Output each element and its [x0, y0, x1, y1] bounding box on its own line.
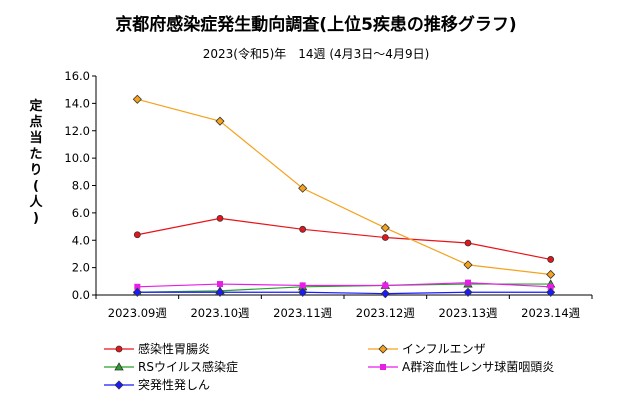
- legend-marker: [114, 380, 124, 390]
- series-group: [132, 94, 556, 299]
- data-point: [382, 282, 389, 289]
- series-line: [137, 98, 551, 276]
- data-point: [133, 231, 141, 239]
- data-point: [132, 287, 142, 297]
- legend-label: インフルエンザ: [402, 342, 486, 356]
- legend-marker: [115, 345, 123, 353]
- y-tick-label: 2.0: [72, 261, 90, 275]
- series-5: [132, 287, 556, 299]
- x-tick-label: 2023.12週: [356, 306, 416, 320]
- data-point: [380, 289, 390, 299]
- data-point: [299, 225, 307, 233]
- legend: 感染性胃腸炎 インフルエンザ RSウイルス感染症 A群溶血性レンサ球菌咽頭炎突発性発し…: [104, 341, 554, 392]
- data-point: [217, 281, 223, 288]
- data-point: [215, 287, 225, 297]
- data-point: [463, 260, 473, 270]
- legend-label: RSウイルス感染症: [138, 359, 238, 374]
- data-point: [463, 287, 473, 297]
- x-tick-label: 2023.14週: [521, 306, 581, 320]
- legend-label: 突発性発しん: [138, 377, 210, 392]
- series-line: [137, 283, 551, 293]
- legend-item: RSウイルス感染症: [104, 359, 238, 374]
- data-point: [299, 282, 306, 289]
- y-tick-label: 14.0: [64, 96, 90, 110]
- data-point: [132, 94, 142, 104]
- legend-item: 感染性胃腸炎: [104, 341, 210, 356]
- x-tick-label: 2023.11週: [273, 306, 333, 320]
- legend-marker: [378, 344, 388, 354]
- legend-marker: [380, 364, 386, 370]
- chart-subtitle: 2023(令和5)年 14週 (4月3日〜4月9日): [203, 46, 430, 61]
- y-tick-label: 0.0: [72, 288, 90, 302]
- data-point: [464, 239, 472, 247]
- y-axis-ticks: 0.0 2.0 4.0 6.0 8.0 10.0 12.0 14.0 16.0: [64, 69, 96, 302]
- series-4: [134, 279, 554, 290]
- x-tick-label: 2023.10週: [190, 306, 250, 320]
- data-point: [216, 214, 224, 222]
- data-point: [215, 116, 225, 126]
- legend-label: A群溶血性レンサ球菌咽頭炎: [402, 359, 554, 374]
- data-point: [465, 279, 471, 286]
- legend-item: インフルエンザ: [368, 342, 486, 356]
- x-tick-label: 2023.13週: [438, 306, 498, 320]
- series-line: [137, 291, 551, 295]
- legend-item: A群溶血性レンサ球菌咽頭炎: [368, 359, 554, 374]
- series-line: [137, 282, 551, 288]
- y-axis-label-text: 定点当たり(人): [28, 98, 43, 226]
- legend-marker: [114, 362, 124, 371]
- y-tick-label: 16.0: [64, 69, 90, 83]
- legend-label: 感染性胃腸炎: [138, 341, 210, 356]
- data-point: [546, 287, 556, 297]
- chart-title: 京都府感染症発生動向調査(上位5疾患の推移グラフ): [115, 14, 516, 35]
- data-point: [381, 234, 389, 241]
- y-tick-label: 4.0: [72, 233, 90, 247]
- data-point: [134, 283, 141, 290]
- data-point: [546, 269, 556, 280]
- legend-item: 突発性発しん: [104, 377, 210, 392]
- y-axis-label: 定点当たり(人): [28, 98, 43, 226]
- axes: [95, 76, 592, 296]
- series-1: [133, 214, 555, 263]
- data-point: [547, 256, 555, 263]
- series-line: [137, 217, 551, 261]
- data-point: [547, 283, 554, 290]
- data-point: [380, 223, 390, 233]
- y-tick-label: 8.0: [72, 179, 90, 193]
- y-tick-label: 6.0: [72, 206, 90, 220]
- data-point: [298, 183, 308, 193]
- x-axis-ticks: 2023.09週 2023.10週 2023.11週 2023.12週 2023.13週…: [95, 295, 593, 320]
- y-tick-label: 10.0: [64, 151, 90, 165]
- y-tick-label: 12.0: [64, 124, 90, 138]
- series-2: [132, 94, 556, 280]
- x-tick-label: 2023.09週: [108, 306, 168, 320]
- data-point: [298, 287, 308, 297]
